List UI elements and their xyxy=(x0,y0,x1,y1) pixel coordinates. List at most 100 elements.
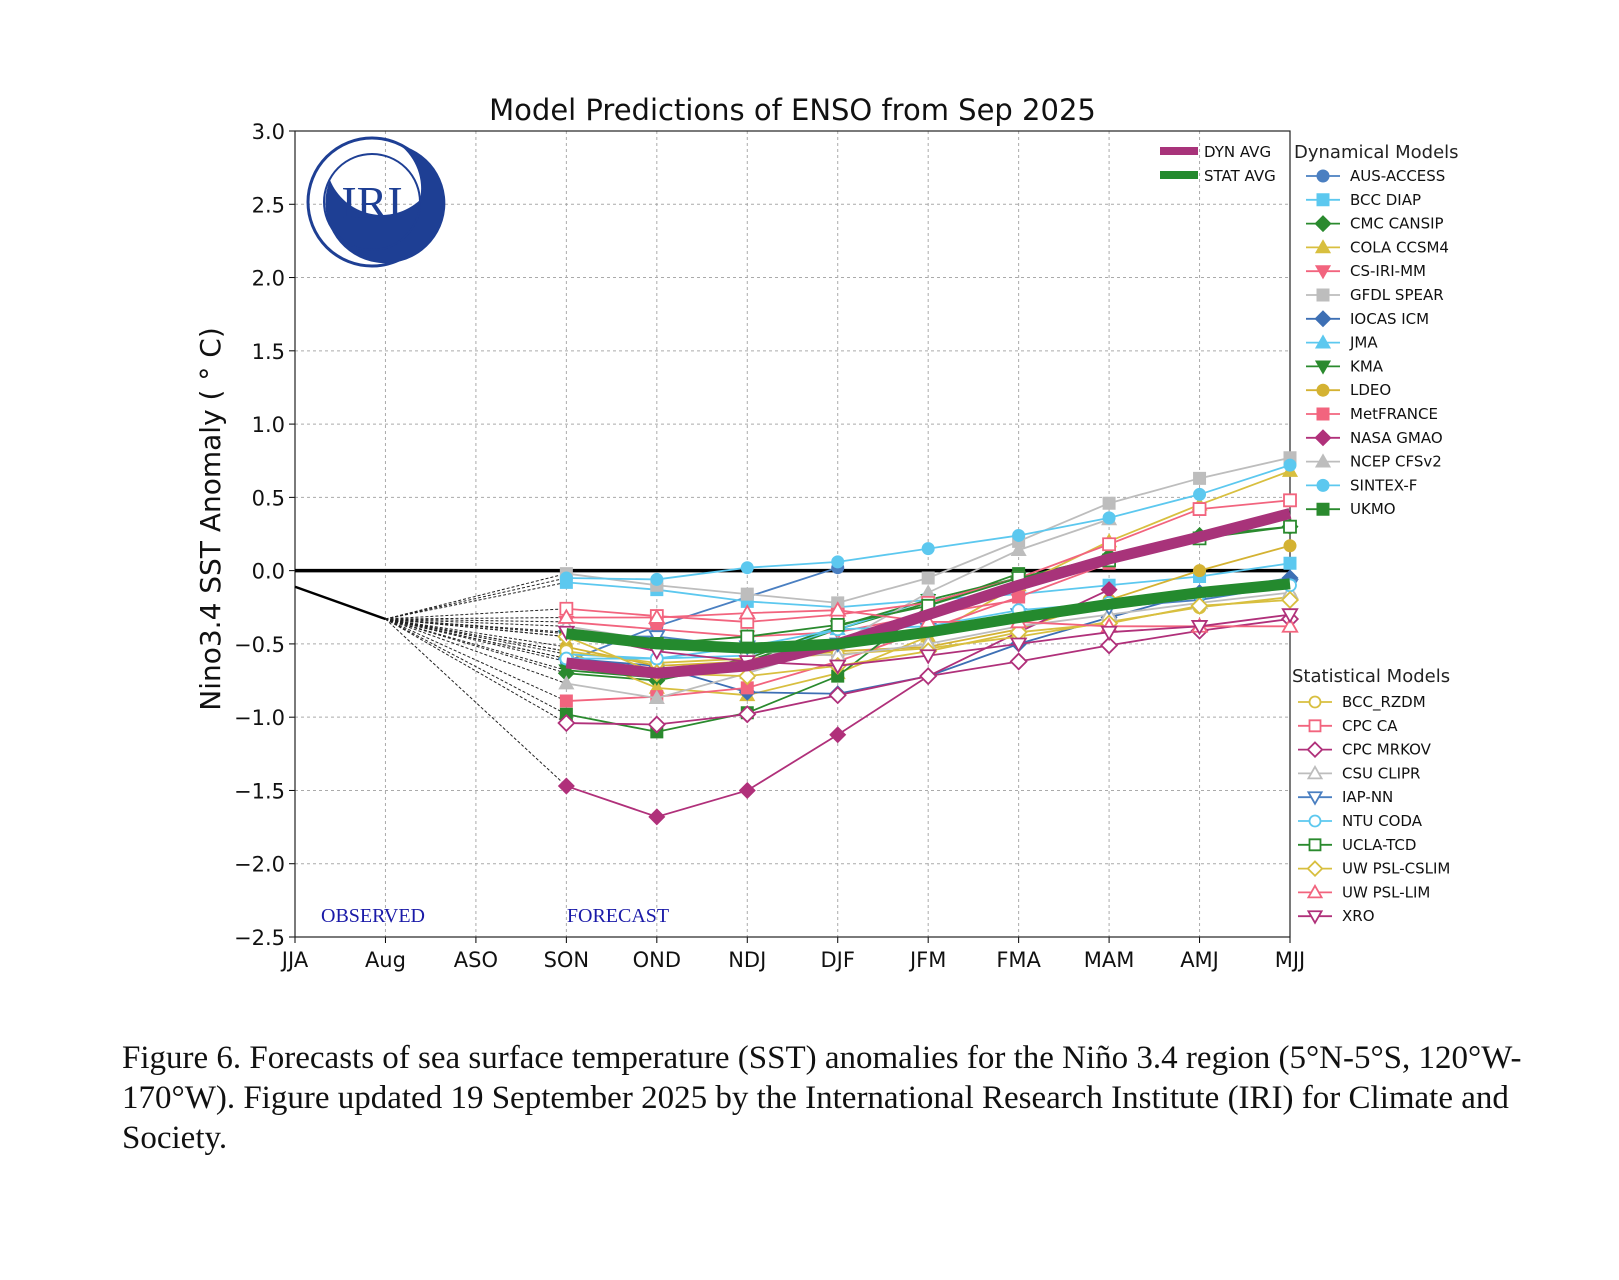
data-point xyxy=(738,705,757,724)
connector-line xyxy=(385,617,567,620)
legend-marker xyxy=(1316,383,1330,397)
connector-line xyxy=(385,618,567,638)
data-point xyxy=(1283,519,1297,534)
data-point xyxy=(1100,636,1119,655)
y-tick-label: −2.0 xyxy=(234,853,285,877)
data-point xyxy=(557,608,576,624)
data-point xyxy=(1012,590,1026,604)
data-point xyxy=(1281,608,1299,624)
y-tick-label: 2.0 xyxy=(252,267,285,291)
data-point xyxy=(1100,625,1118,642)
connector-line xyxy=(385,577,567,620)
plot-frame xyxy=(294,130,1291,938)
legend-marker xyxy=(1308,719,1322,733)
forecast-label: FORECAST xyxy=(567,905,669,927)
legend-marker xyxy=(1308,814,1322,828)
data-point xyxy=(1010,541,1027,557)
average-line-stat-avg xyxy=(565,578,1291,654)
data-point xyxy=(1280,590,1300,610)
legend-label: NASA GMAO xyxy=(1350,429,1443,447)
legend-label: MetFRANCE xyxy=(1350,405,1438,423)
y-tick-label: 1.0 xyxy=(252,413,285,437)
connector-line xyxy=(385,573,567,620)
data-point xyxy=(740,629,755,644)
legend-label: IOCAS ICM xyxy=(1350,310,1429,328)
legend-label: UW PSL-LIM xyxy=(1342,883,1430,901)
data-point xyxy=(1009,652,1028,671)
data-point xyxy=(740,587,754,601)
data-point xyxy=(1283,539,1297,553)
legend-label: JMA xyxy=(1349,334,1378,352)
data-point xyxy=(1283,556,1297,570)
data-point xyxy=(558,675,575,690)
data-point xyxy=(648,808,666,826)
data-point xyxy=(828,659,847,675)
connector-line xyxy=(385,618,567,702)
connector-line xyxy=(385,618,567,633)
x-tick-label: AMJ xyxy=(1180,948,1219,972)
legend-label: UW PSL-CSLIM xyxy=(1342,860,1450,878)
x-tick-label: FMA xyxy=(996,948,1041,972)
legend-label: COLA CCSM4 xyxy=(1350,238,1449,256)
legend-marker xyxy=(1306,764,1324,780)
legend-label: CMC CANSIP xyxy=(1350,215,1444,233)
legend-marker xyxy=(1306,791,1324,806)
legend-label: CSU CLIPR xyxy=(1342,764,1420,782)
observed-label: OBSERVED xyxy=(321,905,425,927)
legend-marker xyxy=(1316,193,1330,207)
connector-line xyxy=(385,581,567,620)
legend-title: Dynamical Models xyxy=(1294,142,1459,163)
x-tick-label: OND xyxy=(633,948,681,972)
data-point xyxy=(919,667,938,686)
legend-label: CPC CA xyxy=(1342,717,1398,735)
legend-marker xyxy=(1306,860,1324,878)
logo-inner-ring xyxy=(323,153,421,251)
logo-crescent xyxy=(325,145,446,264)
legend-label: UCLA-TCD xyxy=(1342,836,1416,854)
data-point xyxy=(919,649,937,665)
connector-line xyxy=(385,618,567,660)
x-tick-label: JFM xyxy=(908,948,946,972)
x-tick-label: MJJ xyxy=(1275,948,1306,972)
data-point xyxy=(1193,487,1207,501)
x-tick-label: MAM xyxy=(1084,948,1135,972)
legend-label: BCC_RZDM xyxy=(1342,693,1426,712)
legend-label: CPC MRKOV xyxy=(1342,741,1432,759)
legend-marker xyxy=(1314,239,1332,254)
logo-text: IRI xyxy=(341,177,402,228)
data-point xyxy=(559,694,573,708)
connector-line xyxy=(385,618,567,623)
x-tick-label: SON xyxy=(544,948,590,972)
legend-label: BCC DIAP xyxy=(1350,191,1421,209)
data-point xyxy=(1190,596,1209,615)
legend-title: Statistical Models xyxy=(1292,666,1450,687)
legend-label: KMA xyxy=(1350,357,1384,375)
data-point xyxy=(1102,496,1116,510)
data-point xyxy=(647,715,666,734)
data-point xyxy=(1193,564,1207,578)
figure-caption: Figure 6. Forecasts of sea surface tempe… xyxy=(122,1040,1522,1156)
legend-label: XRO xyxy=(1342,907,1375,925)
data-point xyxy=(740,561,754,575)
legend-marker xyxy=(1306,741,1324,759)
data-point xyxy=(1192,502,1207,516)
y-tick-label: 0.5 xyxy=(252,486,285,510)
legend-marker xyxy=(1308,838,1322,852)
data-point xyxy=(650,572,664,586)
legend-marker xyxy=(1316,478,1330,492)
x-tick-label: ASO xyxy=(454,948,498,972)
series-cpc-ca xyxy=(559,493,1297,629)
data-point xyxy=(828,601,847,617)
legend-marker xyxy=(1316,169,1330,183)
data-point xyxy=(1102,511,1116,525)
data-point xyxy=(1190,620,1209,636)
data-point xyxy=(1193,471,1207,485)
data-point xyxy=(1283,493,1297,508)
data-point xyxy=(738,667,757,686)
legend-marker xyxy=(1306,883,1324,899)
legend-marker xyxy=(1314,453,1332,468)
y-tick-label: 2.5 xyxy=(252,193,285,217)
y-tick-label: 0.0 xyxy=(252,560,285,584)
legend-label: UKMO xyxy=(1350,500,1396,518)
data-point xyxy=(648,623,665,638)
